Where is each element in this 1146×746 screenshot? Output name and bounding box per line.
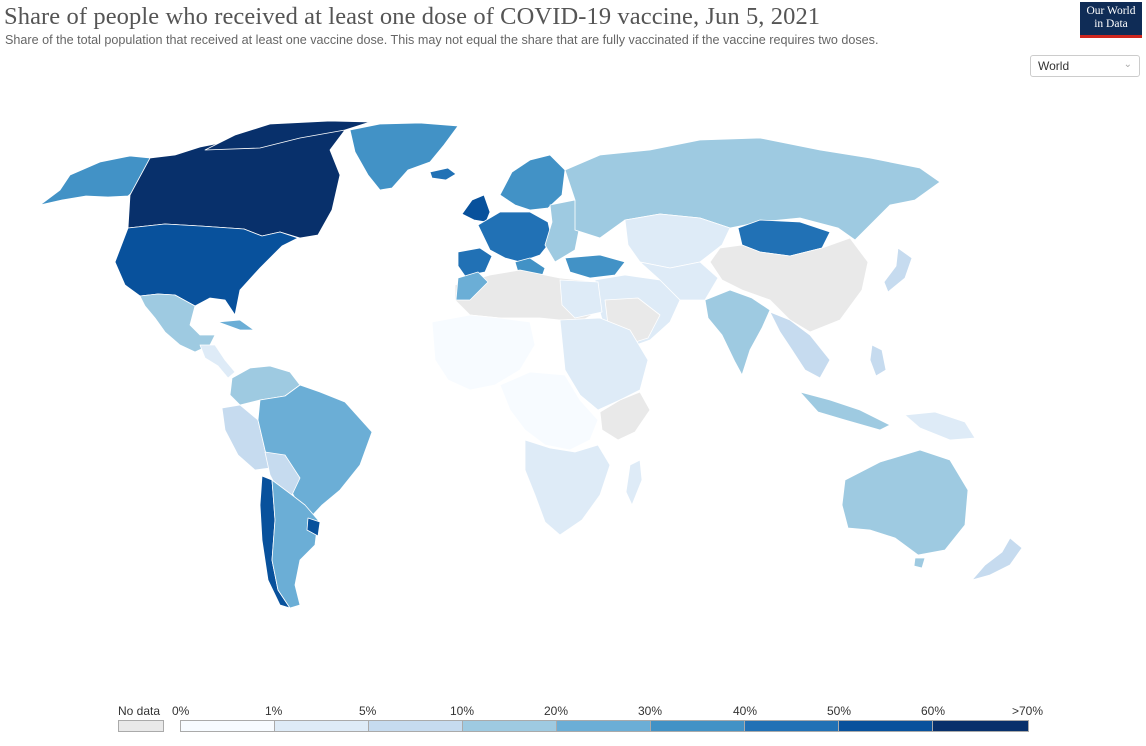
region-iran[interactable] (639, 261, 719, 301)
region-southeast-asia[interactable] (769, 311, 831, 379)
legend-tick-1: 1% (265, 704, 283, 718)
legend-tick-9: >70% (1012, 704, 1044, 718)
region-southern-africa[interactable] (524, 439, 611, 536)
region-egypt[interactable] (559, 279, 603, 319)
region-turkey[interactable] (564, 254, 626, 279)
logo-red-bar (1080, 35, 1142, 38)
region-new-guinea[interactable] (904, 411, 976, 441)
region-greenland[interactable] (349, 122, 459, 191)
legend-tick-2: 5% (359, 704, 377, 718)
legend-tick-6: 40% (733, 704, 758, 718)
region-morocco[interactable] (455, 271, 489, 301)
region-western-europe[interactable] (477, 211, 553, 263)
legend-tick-7: 50% (827, 704, 852, 718)
region-japan[interactable] (883, 247, 913, 293)
legend-tick-4: 20% (544, 704, 569, 718)
region-somalia[interactable] (599, 391, 651, 441)
legend-swatch-c1 (274, 720, 369, 732)
region-select-value: World (1038, 59, 1070, 73)
chart-title: Share of people who received at least on… (4, 3, 821, 30)
region-madagascar[interactable] (625, 459, 643, 506)
region-india[interactable] (704, 289, 771, 376)
legend-tick-5: 30% (638, 704, 663, 718)
region-scandinavia[interactable] (499, 154, 566, 211)
logo-line-1: Our World (1086, 5, 1136, 17)
legend-swatch-c8 (932, 720, 1029, 732)
chevron-down-icon: ⌄ (1123, 59, 1132, 70)
region-uk[interactable] (461, 194, 491, 223)
region-east-africa[interactable] (559, 317, 649, 411)
legend-nodata-swatch (118, 720, 164, 732)
region-cuba[interactable] (217, 319, 255, 331)
legend-tick-0: 0% (172, 704, 190, 718)
region-west-africa[interactable] (431, 314, 536, 391)
region-iberia[interactable] (457, 247, 493, 277)
region-tasmania[interactable] (913, 557, 926, 569)
region-select[interactable]: World ⌄ (1030, 55, 1140, 77)
chart-subtitle: Share of the total population that recei… (5, 33, 879, 47)
world-map (39, 120, 1023, 609)
region-central-asia[interactable] (624, 213, 731, 269)
region-central-america[interactable] (199, 344, 236, 379)
region-indonesia[interactable] (799, 391, 891, 431)
region-russia[interactable] (564, 137, 941, 241)
region-australia[interactable] (841, 449, 969, 556)
region-china[interactable] (709, 237, 869, 333)
legend-swatch-c0 (180, 720, 275, 732)
region-new-zealand[interactable] (971, 537, 1023, 581)
legend-swatch-c3 (462, 720, 557, 732)
legend-swatch-c5 (650, 720, 745, 732)
owid-logo[interactable]: Our World in Data (1080, 2, 1142, 38)
region-central-africa[interactable] (499, 371, 599, 451)
legend-swatch-c2 (368, 720, 463, 732)
region-canada-arctic[interactable] (204, 120, 371, 151)
region-uruguay[interactable] (306, 517, 321, 537)
color-legend: No data 0% 1% 5% 10% 20% 30% 40% 50% 60%… (0, 700, 1146, 740)
legend-swatch-c4 (556, 720, 651, 732)
legend-swatch-c7 (838, 720, 933, 732)
legend-nodata-label: No data (118, 704, 161, 718)
legend-swatch-c6 (744, 720, 839, 732)
logo-line-2: in Data (1094, 17, 1128, 30)
region-iceland[interactable] (429, 167, 457, 181)
region-argentina[interactable] (271, 479, 319, 609)
legend-tick-8: 60% (921, 704, 946, 718)
region-mexico[interactable] (139, 293, 216, 353)
region-philippines[interactable] (869, 344, 887, 377)
legend-tick-3: 10% (450, 704, 475, 718)
